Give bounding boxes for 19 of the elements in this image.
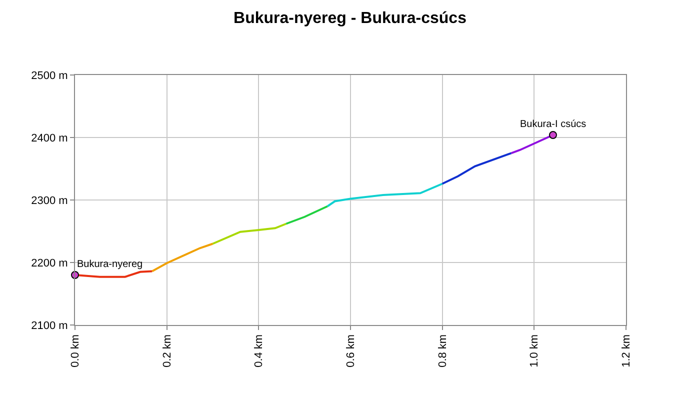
x-tick-label: 0.0 km: [70, 334, 82, 368]
y-tick-label: 2400 m: [31, 132, 68, 144]
x-tick-label: 0.8 km: [436, 334, 449, 368]
annotation: Bukura-nyereg: [77, 259, 143, 270]
line-series: [326, 182, 444, 208]
line-series: [151, 242, 214, 272]
y-tick-label: 2300 m: [31, 194, 68, 207]
y-tick-label: 2500 m: [31, 70, 68, 82]
x-tick-label: 1.2 km: [620, 334, 633, 368]
annotation: Bukura-I csúcs: [520, 119, 586, 130]
x-tick-label: 0.2 km: [161, 334, 174, 368]
x-tick-label: 1.0 km: [528, 334, 541, 368]
x-tick-label: 0.4 km: [253, 334, 266, 368]
y-tick-label: 2100 m: [31, 320, 68, 332]
line-series: [212, 222, 288, 245]
x-tick-label: 0.6 km: [345, 334, 358, 368]
y-tick-label: 2200 m: [31, 257, 68, 270]
line-series: [441, 152, 512, 185]
chart-title: Bukura-nyereg - Bukura-csúcs: [234, 10, 467, 28]
